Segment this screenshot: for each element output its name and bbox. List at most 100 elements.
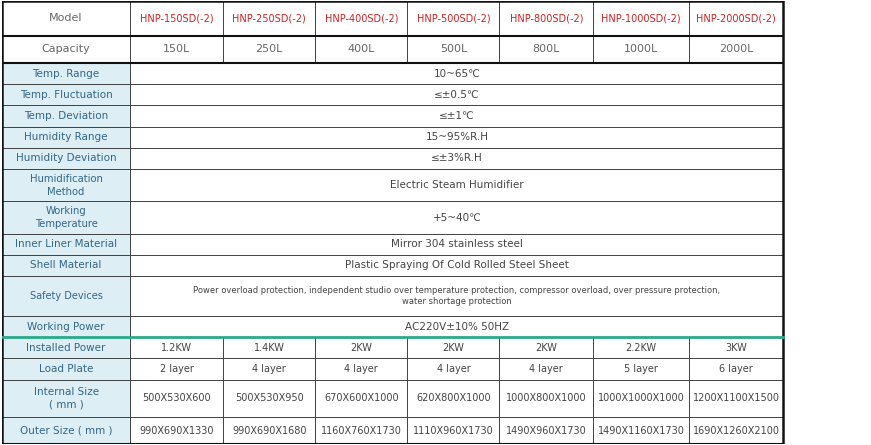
Bar (2, 1, 783, 444)
Text: Plastic Spraying Of Cold Rolled Steel Sheet: Plastic Spraying Of Cold Rolled Steel Sh… (345, 260, 569, 271)
Text: 2.2KW: 2.2KW (625, 343, 657, 353)
Text: HNP-500SD(-2): HNP-500SD(-2) (416, 13, 490, 23)
Bar (131, 63, 783, 84)
Bar (2, 380, 131, 417)
Text: Working Power: Working Power (27, 322, 105, 332)
Bar (131, 201, 783, 234)
Text: 1490X1160X1730: 1490X1160X1730 (598, 425, 685, 436)
Text: 620X800X1000: 620X800X1000 (416, 393, 490, 403)
Bar (593, 380, 689, 417)
Bar (2, 84, 131, 105)
Bar (408, 1, 499, 36)
Bar (408, 358, 499, 380)
Text: 4 layer: 4 layer (530, 364, 564, 374)
Bar (499, 1, 593, 36)
Bar (315, 337, 408, 358)
Text: Inner Liner Material: Inner Liner Material (15, 239, 117, 249)
Text: 1000X1000X1000: 1000X1000X1000 (598, 393, 685, 403)
Bar (2, 255, 131, 276)
Bar (2, 105, 131, 126)
Bar (689, 1, 783, 36)
Bar (499, 417, 593, 444)
Bar (499, 36, 593, 63)
Text: Working
Temperature: Working Temperature (35, 206, 98, 229)
Text: 1690X1260X2100: 1690X1260X2100 (692, 425, 780, 436)
Text: 4 layer: 4 layer (436, 364, 470, 374)
Text: AC220V±10% 50HZ: AC220V±10% 50HZ (405, 322, 509, 332)
Text: ≤±3%R.H: ≤±3%R.H (431, 154, 483, 163)
Bar (131, 316, 783, 337)
Text: HNP-400SD(-2): HNP-400SD(-2) (325, 13, 398, 23)
Bar (689, 36, 783, 63)
Text: 500L: 500L (440, 44, 467, 54)
Bar (408, 380, 499, 417)
Text: Humidification
Method: Humidification Method (30, 174, 103, 197)
Bar (315, 358, 408, 380)
Bar (2, 36, 131, 63)
Text: Shell Material: Shell Material (30, 260, 102, 271)
Bar (223, 337, 315, 358)
Text: HNP-2000SD(-2): HNP-2000SD(-2) (696, 13, 776, 23)
Bar (2, 169, 131, 201)
Text: 1.4KW: 1.4KW (253, 343, 285, 353)
Bar (2, 417, 131, 444)
Bar (131, 255, 783, 276)
Bar (223, 358, 315, 380)
Bar (315, 417, 408, 444)
Bar (689, 337, 783, 358)
Text: HNP-1000SD(-2): HNP-1000SD(-2) (601, 13, 681, 23)
Bar (2, 126, 131, 148)
Text: 2KW: 2KW (442, 343, 464, 353)
Text: 5 layer: 5 layer (625, 364, 658, 374)
Text: Installed Power: Installed Power (26, 343, 105, 353)
Text: Capacity: Capacity (42, 44, 91, 54)
Bar (593, 358, 689, 380)
Bar (499, 358, 593, 380)
Bar (408, 36, 499, 63)
Text: 15~95%R.H: 15~95%R.H (425, 132, 489, 142)
Bar (2, 234, 131, 255)
Bar (689, 358, 783, 380)
Text: 3KW: 3KW (726, 343, 747, 353)
Text: 2000L: 2000L (719, 44, 753, 54)
Bar (131, 337, 223, 358)
Bar (131, 169, 783, 201)
Text: HNP-150SD(-2): HNP-150SD(-2) (140, 13, 213, 23)
Text: Electric Steam Humidifier: Electric Steam Humidifier (390, 180, 523, 190)
Bar (593, 1, 689, 36)
Bar (131, 105, 783, 126)
Bar (2, 337, 131, 358)
Text: 670X600X1000: 670X600X1000 (324, 393, 399, 403)
Bar (131, 380, 223, 417)
Text: Power overload protection, independent studio over temperature protection, compr: Power overload protection, independent s… (193, 286, 720, 307)
Bar (2, 316, 131, 337)
Bar (2, 358, 131, 380)
Bar (499, 337, 593, 358)
Bar (2, 1, 131, 36)
Text: 1.2KW: 1.2KW (161, 343, 192, 353)
Text: 6 layer: 6 layer (719, 364, 753, 374)
Bar (131, 84, 783, 105)
Text: Temp. Deviation: Temp. Deviation (24, 111, 108, 121)
Text: 10~65℃: 10~65℃ (434, 69, 480, 79)
Bar (223, 36, 315, 63)
Text: ≤±0.5℃: ≤±0.5℃ (434, 90, 480, 100)
Text: HNP-800SD(-2): HNP-800SD(-2) (510, 13, 583, 23)
Text: Safety Devices: Safety Devices (30, 291, 103, 301)
Text: 2KW: 2KW (350, 343, 372, 353)
Text: Outer Size ( mm ): Outer Size ( mm ) (20, 425, 112, 436)
Bar (2, 63, 131, 84)
Bar (131, 276, 783, 316)
Text: 2KW: 2KW (536, 343, 557, 353)
Text: Temp. Fluctuation: Temp. Fluctuation (20, 90, 112, 100)
Bar (131, 1, 223, 36)
Text: 1110X960X1730: 1110X960X1730 (413, 425, 494, 436)
Bar (131, 36, 223, 63)
Text: Humidity Range: Humidity Range (24, 132, 108, 142)
Text: ≤±1℃: ≤±1℃ (439, 111, 475, 121)
Bar (223, 1, 315, 36)
Bar (131, 148, 783, 169)
Bar (408, 417, 499, 444)
Bar (223, 380, 315, 417)
Bar (689, 380, 783, 417)
